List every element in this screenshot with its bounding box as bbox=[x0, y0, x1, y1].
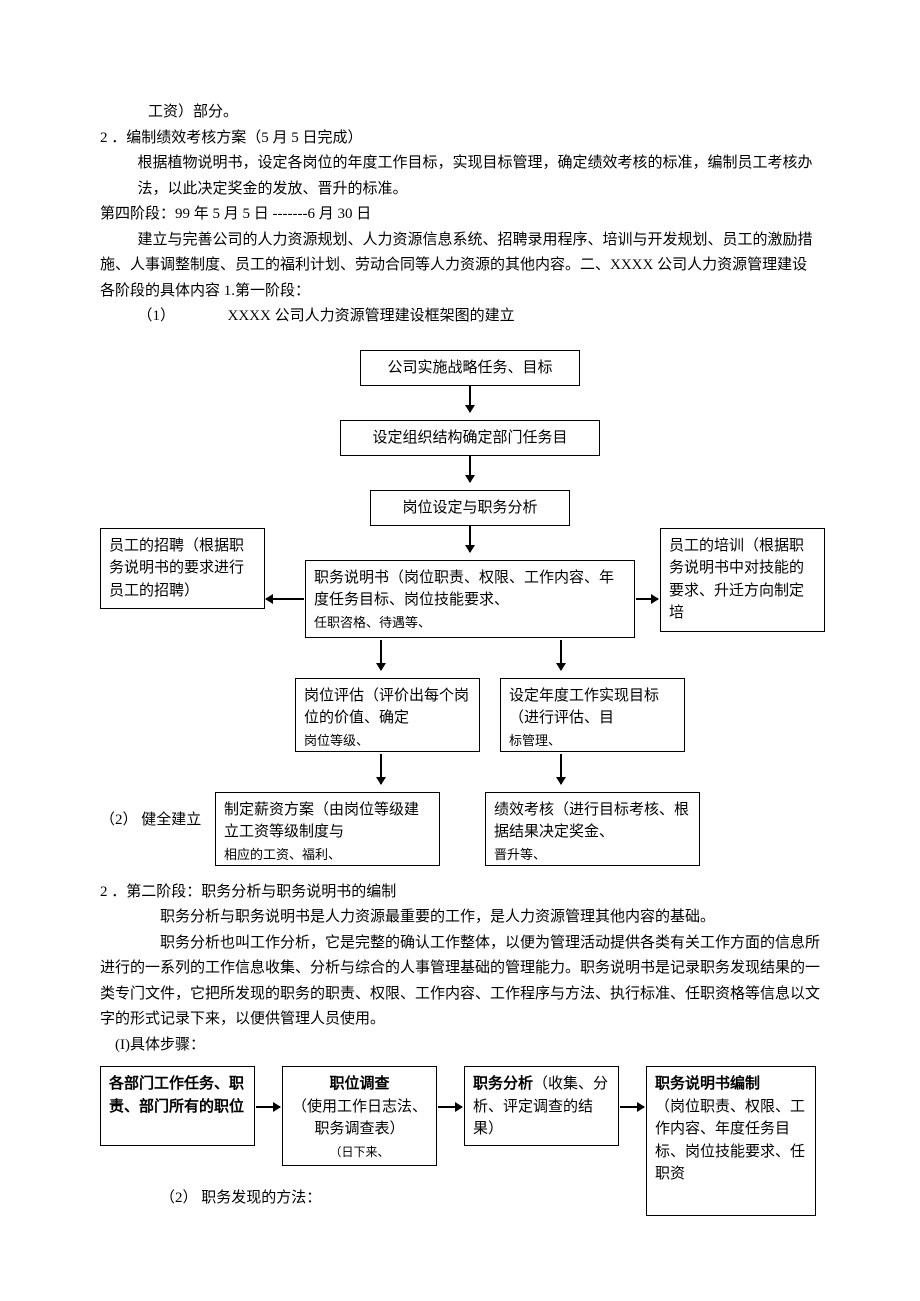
arrow-down-icon bbox=[380, 754, 382, 784]
paragraph-line: 建立与完善公司的人力资源规划、人力资源信息系统、招聘录用程序、培训与开发规划、员… bbox=[100, 228, 820, 305]
paragraph-line: 第四阶段：99 年 5 月 5 日 ‑‑‑‑‑‑‑6 月 30 日 bbox=[100, 202, 820, 228]
flow-node-jobdesc: 职务说明书（岗位职责、权限、工作内容、年度任务目标、岗位技能要求、 任职咨格、待… bbox=[305, 560, 635, 638]
flow-node-text: 晋升等、 bbox=[494, 847, 546, 862]
arrow-right-icon bbox=[636, 598, 658, 600]
flow2-text: 职务分析 bbox=[473, 1076, 533, 1092]
flow-node-salary: 制定薪资方案（由岗位等级建立工资等级制度与 相应的工资、福利、 bbox=[215, 792, 440, 866]
flow-node-training: 员工的培训（根据职务说明书中对技能的要求、升迁方向制定培 bbox=[660, 528, 825, 632]
flow-node-text: 岗位评估（评价出每个岗位的价值、确定 bbox=[304, 688, 469, 727]
list-marker: （1） bbox=[138, 308, 176, 324]
flow2-node-dept: 各部门工作任务、职责、部门所有的职位 bbox=[100, 1066, 255, 1146]
paragraph-line: 2 ．编制绩效考核方案（5 月 5 日完成） bbox=[100, 126, 820, 152]
paragraph-line: (I)具体步骤： bbox=[100, 1033, 820, 1059]
flow-node-strategy: 公司实施战略任务、目标 bbox=[360, 350, 580, 387]
paragraph-line: 根据植物说明书，设定各岗位的年度工作目标，实现目标管理，确定绩效考核的标准，编制… bbox=[100, 151, 820, 202]
arrow-down-icon bbox=[469, 526, 471, 552]
flow2-text: 职务说明书编制 bbox=[655, 1076, 760, 1092]
flow-node-text: 标管理、 bbox=[509, 733, 561, 748]
flow-node-text: 设定年度工作实现目标（进行评估、目 bbox=[509, 688, 659, 727]
flow2-text: 各部门工作任务、职责、部门所有的职位 bbox=[109, 1076, 244, 1115]
arrow-right-icon bbox=[256, 1106, 280, 1108]
flow-node-org: 设定组织结构确定部门任务目 bbox=[340, 420, 600, 457]
flow-node-text: 相应的工资、福利、 bbox=[224, 847, 341, 862]
arrow-down-icon bbox=[560, 640, 562, 670]
paragraph-line: XXXX 公司人力资源管理建设框架图的建立 bbox=[228, 308, 515, 324]
hr-framework-flowchart: 公司实施战略任务、目标 设定组织结构确定部门任务目 岗位设定与职务分析 员工的招… bbox=[100, 350, 820, 880]
flow2-text: （岗位职责、权限、工作内容、年度任务目标、岗位技能要求、任职资 bbox=[655, 1099, 805, 1183]
flow2-text: 职位调查 bbox=[329, 1076, 389, 1092]
paragraph-line: （2） 职务发现的方法： bbox=[160, 1186, 321, 1207]
flow-node-text: 任职咨格、待遇等、 bbox=[314, 615, 431, 630]
paragraph-line: 2 ．第二阶段：职务分析与职务说明书的编制 bbox=[100, 880, 820, 906]
paragraph-line: 职务分析也叫工作分析，它是完整的确认工作整体，以便为管理活动提供各类有关工作方面… bbox=[100, 931, 820, 1033]
flow2-node-survey: 职位调查 （使用工作日志法、职务调查表） （日下来、 bbox=[282, 1066, 437, 1166]
arrow-right-icon bbox=[438, 1106, 462, 1108]
arrow-down-icon bbox=[380, 640, 382, 670]
arrow-right-icon bbox=[620, 1106, 644, 1108]
arrow-down-icon bbox=[560, 754, 562, 784]
paragraph-line: 职务分析与职务说明书是人力资源最重要的工作，是人力资源管理其他内容的基础。 bbox=[100, 905, 820, 931]
flow-node-annual: 设定年度工作实现目标（进行评估、目 标管理、 bbox=[500, 678, 685, 752]
arrow-down-icon bbox=[469, 386, 471, 412]
flow2-node-analyze: 职务分析（收集、分析、评定调查的结果） bbox=[464, 1066, 619, 1146]
flow2-text: （使用工作日志法、职务调查表） bbox=[292, 1099, 427, 1138]
flow-node-recruit: 员工的招聘（根据职务说明书的要求进行员工的招聘） bbox=[100, 528, 265, 610]
job-analysis-flowchart: 各部门工作任务、职责、部门所有的职位 职位调查 （使用工作日志法、职务调查表） … bbox=[100, 1066, 820, 1226]
flow-node-text: 绩效考核（进行目标考核、根据结果决定奖金、 bbox=[494, 802, 689, 841]
flow2-node-writeup: 职务说明书编制 （岗位职责、权限、工作内容、年度任务目标、岗位技能要求、任职资 bbox=[646, 1066, 816, 1216]
flow2-text: （日下来、 bbox=[329, 1145, 389, 1159]
flow-node-text: 岗位等级、 bbox=[304, 733, 369, 748]
flow-node-position: 岗位设定与职务分析 bbox=[370, 490, 570, 527]
flow-node-text: 制定薪资方案（由岗位等级建立工资等级制度与 bbox=[224, 802, 419, 841]
arrow-left-icon bbox=[266, 598, 304, 600]
paragraph-line: 工资）部分。 bbox=[100, 100, 820, 126]
flow-node-perf: 绩效考核（进行目标考核、根据结果决定奖金、 晋升等、 bbox=[485, 792, 700, 866]
flow-node-text: 职务说明书（岗位职责、权限、工作内容、年度任务目标、岗位技能要求、 bbox=[314, 570, 614, 609]
side-label: （2） 健全建立 bbox=[100, 808, 201, 829]
arrow-down-icon bbox=[469, 456, 471, 482]
flow-node-eval: 岗位评估（评价出每个岗位的价值、确定 岗位等级、 bbox=[295, 678, 480, 752]
